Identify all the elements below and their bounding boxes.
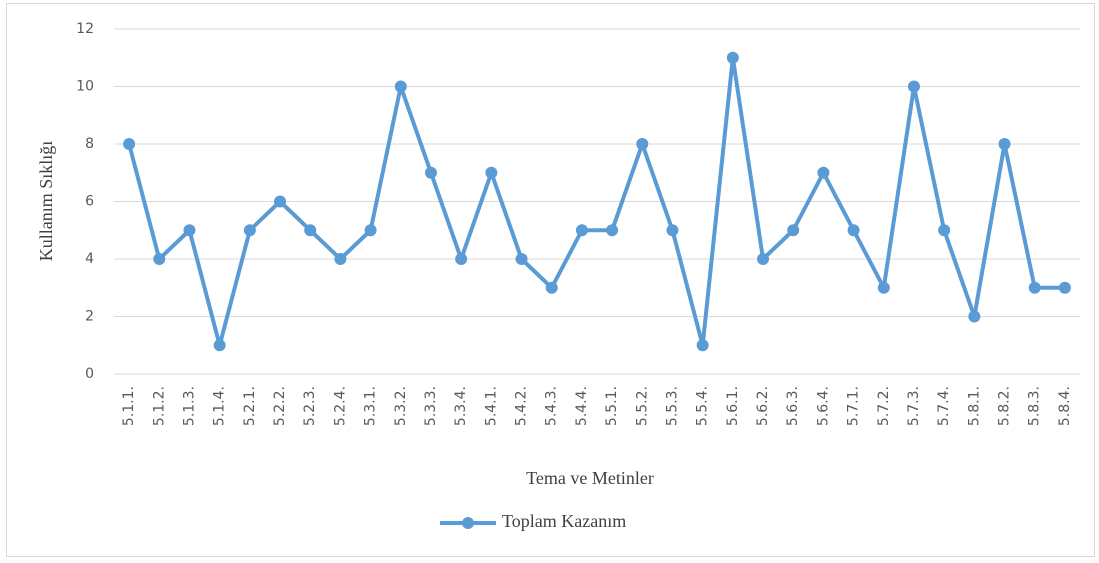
data-point [847, 224, 860, 237]
x-tick-label: 5.3.1. [363, 386, 379, 426]
data-point [606, 224, 619, 237]
data-point [243, 224, 256, 237]
x-tick-label: 5.5.3. [664, 386, 680, 426]
x-tick-label: 5.1.2. [151, 386, 167, 426]
data-point [153, 253, 166, 265]
data-point [545, 281, 558, 294]
x-tick-label: 5.2.3. [302, 386, 318, 426]
x-tick-label: 5.3.2. [393, 386, 409, 426]
data-point [907, 80, 920, 93]
data-point [394, 80, 407, 93]
data-point [666, 224, 679, 237]
x-tick-label: 5.2.4. [332, 386, 348, 426]
x-tick-label: 5.8.1. [966, 386, 982, 426]
y-tick-label: 10 [76, 79, 94, 95]
data-point [334, 253, 347, 265]
x-tick-label: 5.7.4. [936, 386, 952, 426]
legend-marker [462, 517, 474, 529]
x-tick-label: 5.6.1. [725, 386, 741, 426]
y-tick-label: 2 [85, 309, 94, 325]
x-tick-label: 5.4.4. [574, 386, 590, 426]
y-tick-label: 4 [85, 251, 94, 267]
data-point [485, 166, 498, 179]
x-tick-label: 5.7.1. [846, 386, 862, 426]
data-line [127, 55, 1065, 348]
x-tick-label: 5.5.4. [695, 386, 711, 426]
x-tick-label: 5.6.2. [755, 386, 771, 426]
data-point [455, 253, 468, 265]
data-point [817, 166, 830, 179]
x-tick-label: 5.6.4. [815, 386, 831, 426]
data-point [183, 224, 196, 237]
x-tick-label: 5.4.1. [483, 386, 499, 426]
x-tick-label: 5.4.2. [514, 386, 530, 426]
y-tick-label: 6 [85, 194, 94, 210]
data-point [636, 138, 649, 150]
data-point [998, 138, 1011, 150]
data-point [274, 195, 287, 208]
data-point [757, 253, 770, 265]
x-tick-label: 5.3.4. [453, 386, 469, 426]
x-tick-label: 5.7.3. [906, 386, 922, 426]
data-point [787, 224, 800, 237]
x-axis-title: Tema ve Metinler [526, 468, 654, 488]
x-tick-label: 5.1.1. [121, 386, 137, 426]
legend-label: Toplam Kazanım [502, 511, 626, 531]
data-point [877, 281, 890, 294]
data-point [968, 310, 981, 323]
data-point [123, 138, 136, 150]
x-tick-label: 5.3.3. [423, 386, 439, 426]
x-tick-label: 5.1.4. [212, 386, 228, 426]
data-point [424, 166, 437, 179]
y-axis-title: Kullanım Sıklığı [36, 141, 56, 262]
data-point [304, 224, 317, 237]
data-point [696, 339, 709, 352]
x-tick-label: 5.8.4. [1057, 386, 1073, 426]
x-tick-label: 5.4.3. [544, 386, 560, 426]
y-tick-label: 8 [85, 136, 94, 152]
y-tick-label: 0 [85, 366, 94, 382]
x-tick-label: 5.2.2. [272, 386, 288, 426]
data-point [515, 253, 528, 265]
data-point [575, 224, 588, 237]
x-tick-label: 5.8.2. [997, 386, 1013, 426]
x-tick-label: 5.1.3. [181, 386, 197, 426]
data-point [364, 224, 377, 237]
y-tick-label: 12 [76, 21, 94, 37]
x-tick-label: 5.6.3. [785, 386, 801, 426]
data-point [213, 339, 226, 352]
x-tick-label: 5.2.1. [242, 386, 258, 426]
data-point [1028, 281, 1041, 294]
data-point [938, 224, 951, 237]
data-point [726, 51, 739, 64]
x-tick-label: 5.5.2. [634, 386, 650, 426]
x-tick-label: 5.5.1. [604, 386, 620, 426]
x-tick-label: 5.8.3. [1027, 386, 1043, 426]
x-tick-label: 5.7.2. [876, 386, 892, 426]
data-point [1058, 281, 1071, 294]
